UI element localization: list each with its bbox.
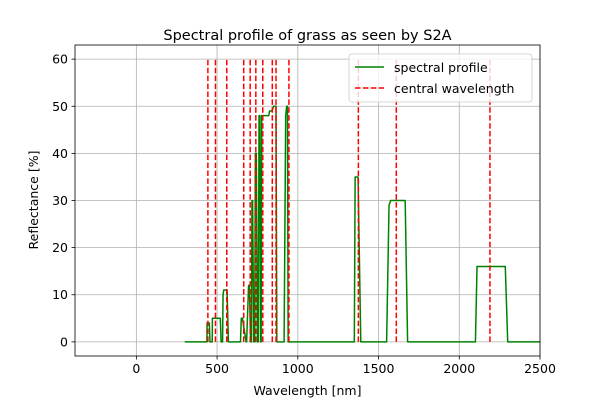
y-tick-label: 20 bbox=[52, 240, 68, 255]
x-tick-label: 1000 bbox=[282, 361, 314, 376]
y-tick-label: 10 bbox=[52, 287, 68, 302]
y-tick-label: 40 bbox=[52, 146, 68, 161]
plot-area bbox=[184, 59, 540, 343]
y-axis-ticks: 0 10 20 30 40 50 60 bbox=[52, 52, 75, 349]
x-tick-label: 0 bbox=[132, 361, 140, 376]
x-tick-label: 500 bbox=[205, 361, 229, 376]
x-tick-label: 1500 bbox=[363, 361, 395, 376]
y-tick-label: 60 bbox=[52, 52, 68, 67]
x-tick-label: 2000 bbox=[443, 361, 475, 376]
y-tick-label: 50 bbox=[52, 99, 68, 114]
y-tick-label: 0 bbox=[60, 334, 68, 349]
x-tick-label: 2500 bbox=[524, 361, 556, 376]
y-axis-label: Reflectance [%] bbox=[26, 151, 41, 250]
legend: spectral profile central wavelength bbox=[348, 53, 533, 103]
spectral-profile-line bbox=[184, 105, 540, 343]
legend-box bbox=[348, 53, 533, 103]
chart-title: Spectral profile of grass as seen by S2A bbox=[163, 28, 451, 44]
x-axis-label: Wavelength [nm] bbox=[254, 383, 362, 398]
y-tick-label: 30 bbox=[52, 193, 68, 208]
legend-label-central: central wavelength bbox=[394, 81, 514, 96]
x-axis-ticks: 0 500 1000 1500 2000 2500 bbox=[132, 356, 556, 376]
legend-label-profile: spectral profile bbox=[394, 60, 488, 75]
